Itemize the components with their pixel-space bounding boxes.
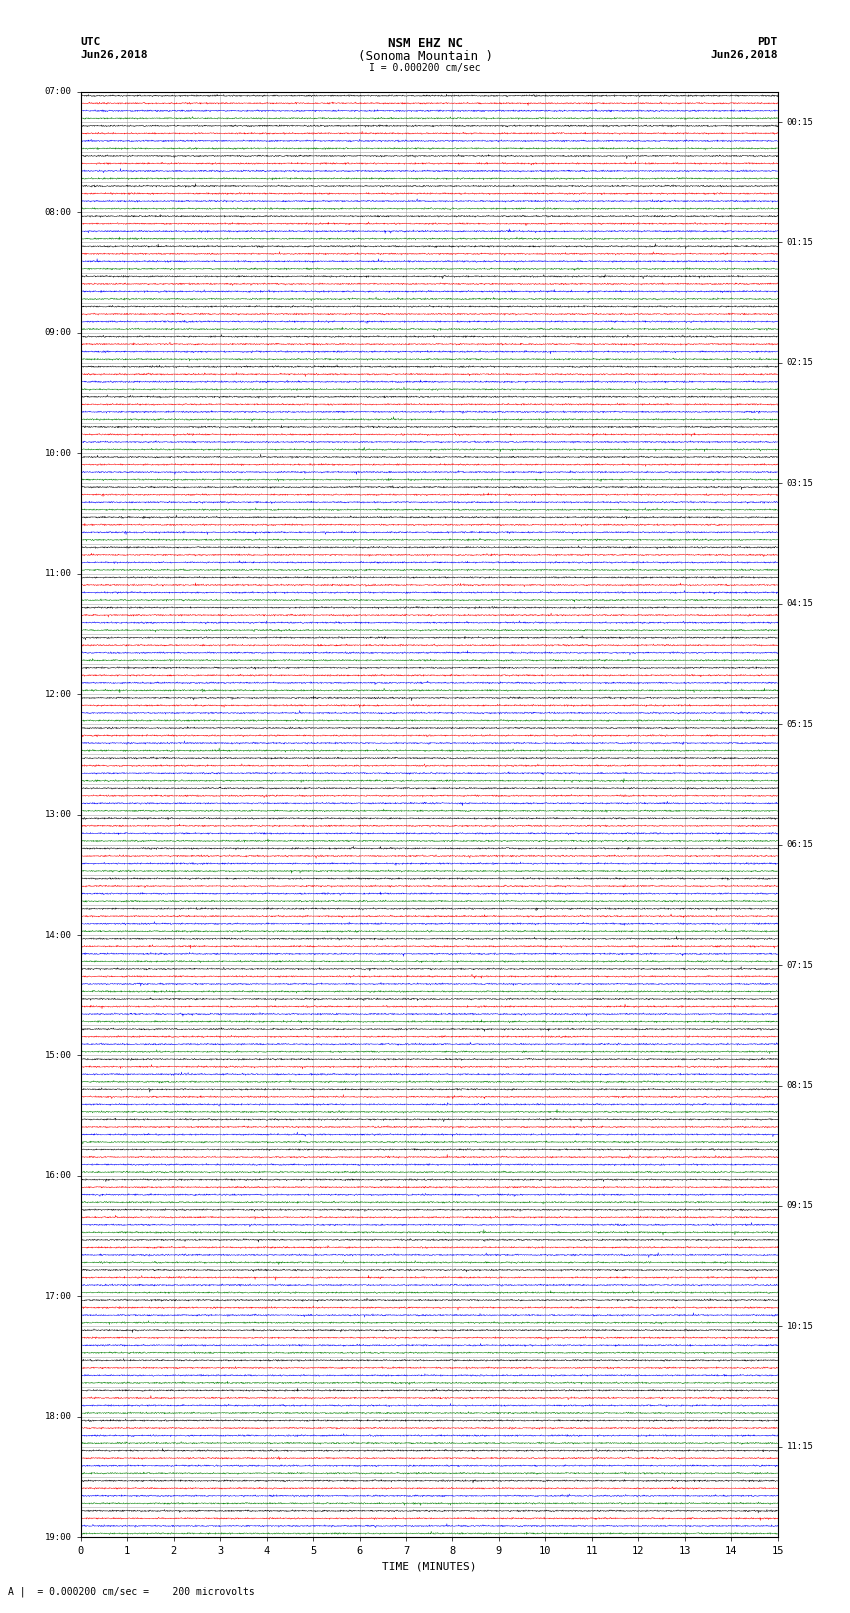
- Text: A |  = 0.000200 cm/sec =    200 microvolts: A | = 0.000200 cm/sec = 200 microvolts: [8, 1586, 255, 1597]
- Text: I = 0.000200 cm/sec: I = 0.000200 cm/sec: [369, 63, 481, 73]
- Text: UTC: UTC: [81, 37, 101, 47]
- Text: Jun26,2018: Jun26,2018: [81, 50, 148, 60]
- Text: Jun26,2018: Jun26,2018: [711, 50, 778, 60]
- X-axis label: TIME (MINUTES): TIME (MINUTES): [382, 1561, 477, 1571]
- Text: (Sonoma Mountain ): (Sonoma Mountain ): [358, 50, 492, 63]
- Text: NSM EHZ NC: NSM EHZ NC: [388, 37, 462, 50]
- Text: PDT: PDT: [757, 37, 778, 47]
